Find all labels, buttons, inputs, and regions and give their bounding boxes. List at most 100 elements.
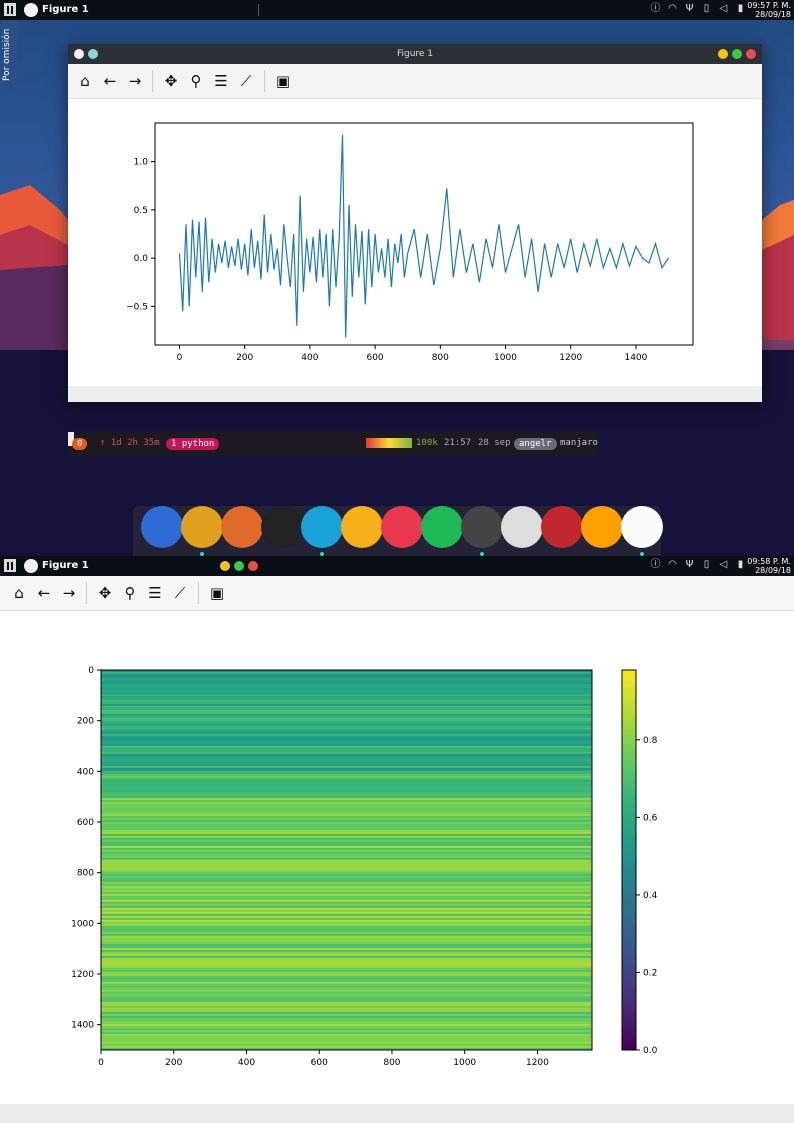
minimize-button[interactable]	[220, 561, 230, 571]
heatmap-row	[101, 784, 592, 786]
pan-icon[interactable]: ✥	[98, 584, 112, 602]
heatmap-row	[101, 856, 592, 858]
cool-retro-term-icon[interactable]	[261, 506, 303, 548]
chromium-icon[interactable]	[181, 506, 223, 548]
desktop-sidebar-tab[interactable]: Por omisión	[2, 20, 18, 90]
heatmap-row	[101, 958, 592, 960]
heatmap-row	[101, 710, 592, 712]
web-icon[interactable]	[461, 506, 503, 548]
forward-arrow-icon[interactable]: →	[62, 584, 76, 602]
python-app-icon[interactable]	[24, 3, 38, 17]
spotify-icon[interactable]	[421, 506, 463, 548]
heatmap-row	[101, 756, 592, 758]
clock-time: 09:58 P. M.	[747, 557, 791, 566]
dock-running-indicator	[320, 552, 324, 556]
music-icon[interactable]	[381, 506, 423, 548]
heatmap-row	[101, 1044, 592, 1046]
sticky-icon[interactable]	[88, 49, 98, 59]
heatmap-row	[101, 1010, 592, 1012]
dock-running-indicator	[640, 552, 644, 556]
heatmap-row	[101, 774, 592, 776]
firefox-icon[interactable]	[221, 506, 263, 548]
heatmap-row	[101, 832, 592, 834]
y-tick-label: 0	[88, 666, 94, 676]
configure-subplots-icon[interactable]: ☰	[148, 584, 162, 602]
heatmap-row	[101, 670, 592, 672]
heatmap-row	[101, 718, 592, 720]
system-tray: ⓘ ◠ Ψ ▯ ◁ ▮	[650, 2, 746, 15]
volume-icon[interactable]: ◁	[719, 3, 728, 14]
back-arrow-icon[interactable]: ←	[37, 584, 51, 602]
heatmap-row	[101, 980, 592, 982]
app-menu-icon[interactable]	[4, 3, 16, 16]
home-icon[interactable]: ⌂	[14, 584, 24, 602]
pinwheel-icon[interactable]	[621, 506, 663, 548]
forward-arrow-icon[interactable]: →	[128, 72, 142, 90]
x-tick-label: 200	[165, 1058, 182, 1068]
heatmap-row	[101, 954, 592, 956]
dock-running-indicator	[480, 552, 484, 556]
panel-clock[interactable]: 09:58 P. M. 28/09/18	[747, 557, 791, 575]
heatmap-row	[101, 912, 592, 914]
bottom-panel: Figure 1 ⓘ ◠ Ψ ▯ ◁ ▮ 09:58 P. M. 28/09/1…	[0, 556, 794, 576]
atom-icon[interactable]	[301, 506, 343, 548]
files-icon[interactable]	[141, 506, 183, 548]
heatmap-row	[101, 708, 592, 710]
panel-window-title[interactable]: Figure 1	[42, 560, 89, 571]
save-icon[interactable]: ▣	[275, 72, 291, 90]
figure-statusbar	[68, 386, 762, 402]
edit-axis-icon[interactable]: ⟋	[174, 584, 186, 602]
heatmap-row	[101, 992, 592, 994]
back-arrow-icon[interactable]: ←	[103, 72, 117, 90]
panel-clock[interactable]: 09:57 P. M. 28/09/18	[747, 1, 791, 19]
heatmap-row	[101, 964, 592, 966]
x-tick-label: 800	[383, 1058, 400, 1068]
battery-icon[interactable]: ▮	[737, 3, 744, 14]
maximize-button[interactable]	[732, 49, 742, 59]
close-button[interactable]	[746, 49, 756, 59]
notification-icon[interactable]: ⓘ	[650, 559, 661, 570]
zoom-icon[interactable]: ⚲	[190, 72, 202, 90]
heatmap-row	[101, 802, 592, 804]
sublime-icon[interactable]	[581, 506, 623, 548]
heatmap-row	[101, 942, 592, 944]
close-button[interactable]	[248, 561, 258, 571]
pan-icon[interactable]: ✥	[164, 72, 178, 90]
anydesk-icon[interactable]	[341, 506, 383, 548]
panel-window-title[interactable]: Figure 1	[42, 4, 89, 15]
writer-icon[interactable]	[541, 506, 583, 548]
heatmap-row	[101, 782, 592, 784]
heatmap-row	[101, 776, 592, 778]
volume-icon[interactable]: ◁	[719, 559, 728, 570]
save-icon[interactable]: ▣	[209, 584, 225, 602]
heatmap-row	[101, 816, 592, 818]
heatmap-row	[101, 1026, 592, 1028]
python-app-icon[interactable]	[24, 559, 38, 573]
heatmap-row	[101, 766, 592, 768]
x-tick-label: 0	[98, 1058, 104, 1068]
usb-icon[interactable]: Ψ	[685, 559, 694, 570]
heatmap-row	[101, 674, 592, 676]
minimize-button[interactable]	[718, 49, 728, 59]
heatmap-row	[101, 1012, 592, 1014]
wifi-icon[interactable]: ◠	[668, 3, 677, 14]
heatmap-row	[101, 1024, 592, 1026]
terminal-net-speed: 100k	[416, 438, 438, 448]
maximize-button[interactable]	[234, 561, 244, 571]
configure-subplots-icon[interactable]: ☰	[214, 72, 228, 90]
clipboard-icon[interactable]: ▯	[703, 3, 710, 14]
settings-toggle-icon[interactable]	[501, 506, 543, 548]
heatmap-row	[101, 868, 592, 870]
zoom-icon[interactable]: ⚲	[124, 584, 136, 602]
heatmap-row	[101, 946, 592, 948]
home-icon[interactable]: ⌂	[80, 72, 90, 90]
usb-icon[interactable]: Ψ	[685, 3, 694, 14]
notification-icon[interactable]: ⓘ	[650, 3, 661, 14]
app-menu-icon[interactable]	[4, 559, 16, 572]
figure-titlebar[interactable]: Figure 1	[68, 44, 762, 64]
clipboard-icon[interactable]: ▯	[703, 559, 710, 570]
battery-icon[interactable]: ▮	[737, 559, 744, 570]
heatmap-row	[101, 928, 592, 930]
edit-axis-icon[interactable]: ⟋	[240, 72, 252, 90]
wifi-icon[interactable]: ◠	[668, 559, 677, 570]
